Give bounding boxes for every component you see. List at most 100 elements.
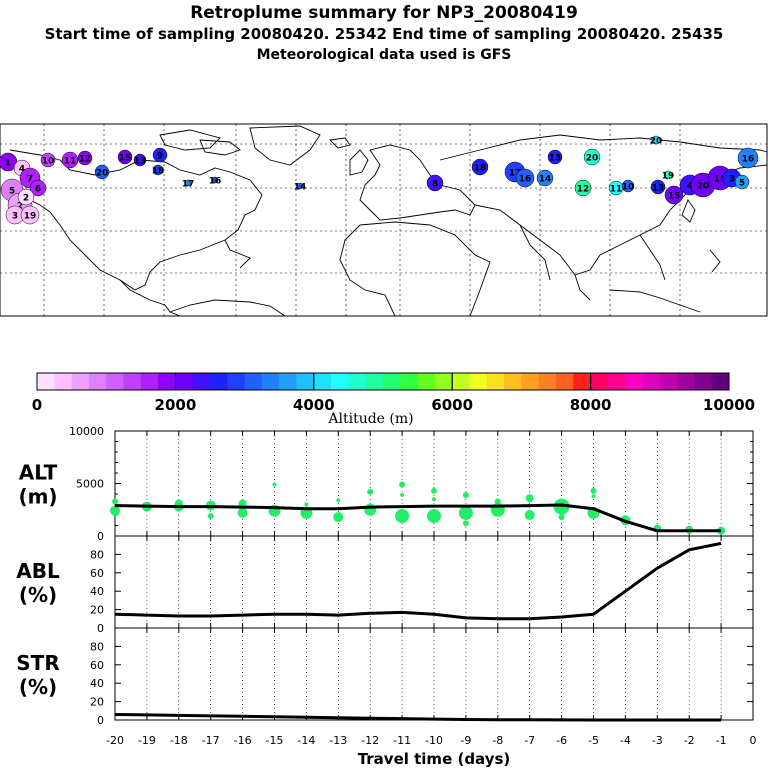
y-tick-label: 60 — [90, 567, 104, 580]
plume-cluster: 16 — [737, 147, 759, 169]
altitude-colorbar: 0 2000 4000 6000 8000 10000 Altitude (m) — [32, 372, 755, 427]
y-tick-label: 40 — [90, 677, 104, 690]
scatter-point — [336, 498, 341, 503]
plume-cluster: 12 — [574, 179, 592, 197]
scatter-point — [427, 509, 441, 524]
sampling-time-text: Start time of sampling 20080420. 25342 E… — [44, 25, 724, 43]
colorbar-swatch — [711, 373, 730, 390]
scatter-point — [462, 492, 469, 499]
cluster-label: 8 — [432, 180, 438, 190]
cluster-label: 2 — [23, 194, 29, 204]
colorbar-swatch — [625, 373, 643, 390]
cluster-label: 20 — [697, 182, 710, 192]
plume-cluster: 19 — [20, 205, 40, 225]
cluster-marker — [117, 149, 133, 165]
plume-cluster: 11 — [61, 151, 79, 169]
scatter-point — [367, 488, 374, 495]
y-tick-label: 40 — [90, 585, 104, 598]
scatter-point — [395, 509, 410, 524]
cluster-marker — [40, 152, 56, 168]
colorbar-swatch — [590, 373, 609, 390]
plume-cluster: 6 — [29, 179, 47, 197]
colorbar-tick-label: 6000 — [431, 396, 473, 414]
cluster-marker — [152, 164, 164, 176]
x-tick-label: -19 — [138, 734, 156, 747]
cluster-label: 6 — [35, 185, 41, 195]
colorbar-swatch — [140, 373, 159, 390]
cluster-marker — [663, 170, 673, 180]
cluster-marker — [536, 169, 554, 187]
panel-abl: 0 20 40 60 80 ABL(%) — [16, 535, 754, 635]
scatter-point — [458, 505, 473, 520]
colorbar-swatch — [642, 373, 661, 390]
colorbar-swatch — [677, 373, 695, 390]
cluster-label: 12 — [79, 155, 92, 165]
colorbar-swatch — [400, 373, 419, 390]
cluster-marker — [17, 188, 35, 206]
scatter-point — [237, 507, 248, 518]
colorbar-tick-label: 10000 — [703, 396, 755, 414]
scatter-point — [591, 494, 596, 499]
y-tick-label: 80 — [90, 640, 104, 653]
cluster-marker — [583, 148, 601, 166]
cluster-label: 4 — [687, 182, 693, 192]
y-tick-label: 5000 — [76, 478, 104, 491]
x-tick-label: -17 — [202, 734, 220, 747]
colorbar-frame — [36, 372, 730, 391]
x-tick-label: -1 — [716, 734, 727, 747]
x-tick-label: -12 — [361, 734, 379, 747]
y-axis-label: ALT — [19, 461, 58, 485]
cluster-label: 13 — [652, 184, 665, 194]
cluster-label: 17 — [182, 180, 195, 190]
cluster-label: 5 — [9, 187, 15, 197]
x-tick-label: -18 — [170, 734, 188, 747]
y-axis-unit: (m) — [18, 485, 57, 509]
y-tick-label: 60 — [90, 659, 104, 672]
colorbar-swatch — [521, 373, 540, 390]
colorbar-swatch — [296, 373, 315, 390]
plume-cluster: 15 — [117, 149, 133, 165]
cluster-label: 14 — [539, 175, 552, 185]
y-tick-label: 0 — [97, 530, 104, 543]
cluster-marker — [61, 151, 79, 169]
cluster-label: 20 — [96, 169, 109, 179]
x-tick-label: -15 — [266, 734, 284, 747]
cluster-label: 3 — [729, 175, 735, 185]
x-axis-label: Travel time (days) — [358, 750, 511, 768]
cluster-label: 18 — [474, 164, 487, 174]
plume-cluster: 16 — [209, 177, 222, 187]
cluster-marker — [296, 182, 304, 190]
cluster-marker — [621, 179, 635, 193]
colorbar-swatch — [348, 373, 367, 390]
cluster-label: 10 — [42, 157, 55, 167]
cluster-marker — [650, 179, 666, 195]
plume-cluster: 18 — [471, 158, 489, 176]
x-tick-label: -8 — [492, 734, 503, 747]
cluster-marker — [664, 185, 684, 205]
cluster-label: 12 — [577, 185, 590, 195]
colorbar-swatch — [88, 373, 107, 390]
cluster-marker — [734, 174, 750, 190]
colorbar-swatch — [434, 373, 453, 390]
scatter-point — [238, 499, 247, 508]
cluster-marker — [77, 150, 93, 166]
colorbar-swatch — [261, 373, 280, 390]
colorbar-swatch — [37, 373, 55, 390]
scatter-point — [207, 513, 214, 520]
scatter-point — [494, 498, 501, 505]
cluster-label: 11 — [64, 157, 77, 167]
y-tick-label: 0 — [97, 622, 104, 635]
panel-frame — [114, 627, 754, 721]
x-tick-label: -10 — [425, 734, 443, 747]
colorbar-tick-label: 8000 — [570, 396, 612, 414]
cluster-label: 16 — [742, 155, 755, 165]
x-tick-label: -2 — [684, 734, 695, 747]
colorbar-swatch — [556, 373, 574, 390]
plume-cluster: 8 — [426, 174, 444, 192]
scatter-point — [333, 512, 344, 523]
colorbar-swatch — [694, 373, 713, 390]
scatter-point — [590, 487, 597, 494]
cluster-marker — [574, 179, 592, 197]
cluster-label: 13 — [134, 157, 147, 167]
